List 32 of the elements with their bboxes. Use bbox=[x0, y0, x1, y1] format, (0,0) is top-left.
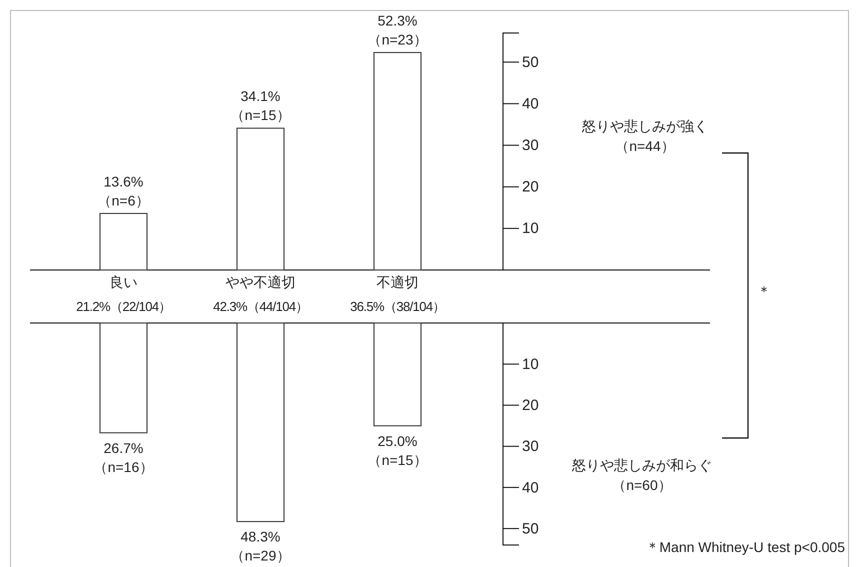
text: ＊ bbox=[757, 283, 771, 299]
data-label: 26.7% （n=16） bbox=[94, 440, 154, 475]
y-tick-label: 30 bbox=[522, 438, 539, 456]
data-label: 48.3% （n=29） bbox=[230, 528, 290, 564]
y-tick-label: 40 bbox=[522, 479, 539, 496]
y-tick-label: 10 bbox=[522, 356, 539, 373]
bar bbox=[374, 52, 422, 270]
text: 36.5%（38/104） bbox=[350, 299, 445, 314]
bar bbox=[100, 322, 148, 434]
y-tick-label: 50 bbox=[522, 520, 539, 538]
data-label: 25.0% （n=15） bbox=[368, 432, 428, 468]
text: 怒りや悲しみが強く（n=44） bbox=[581, 118, 708, 154]
y-tick-label: 10 bbox=[522, 220, 539, 238]
text: ＊Mann Whitney-U test p<0.005 bbox=[645, 539, 846, 555]
bar bbox=[236, 322, 284, 522]
x-tick-label: やや不適切 bbox=[226, 274, 296, 290]
y-tick-label: 20 bbox=[522, 178, 539, 196]
y-tick-label: 40 bbox=[522, 95, 539, 112]
data-label: 34.1% （n=15） bbox=[230, 88, 290, 124]
y-tick-label: 30 bbox=[522, 137, 539, 154]
data-label: 52.3% （n=23） bbox=[368, 12, 428, 48]
data-label: 13.6% （n=6） bbox=[98, 173, 150, 208]
text: 21.2%（22/104） bbox=[76, 299, 171, 314]
bar bbox=[100, 212, 148, 270]
text: 怒りや悲しみが和らぐ（n=60） bbox=[571, 457, 712, 493]
x-tick-label: 良い bbox=[110, 274, 138, 290]
x-tick-label: 不適切 bbox=[376, 274, 418, 290]
text: 42.3%（44/104） bbox=[213, 299, 308, 314]
bar bbox=[374, 322, 422, 426]
bar bbox=[236, 128, 284, 270]
y-tick-label: 50 bbox=[522, 54, 539, 71]
y-tick-label: 20 bbox=[522, 397, 539, 414]
